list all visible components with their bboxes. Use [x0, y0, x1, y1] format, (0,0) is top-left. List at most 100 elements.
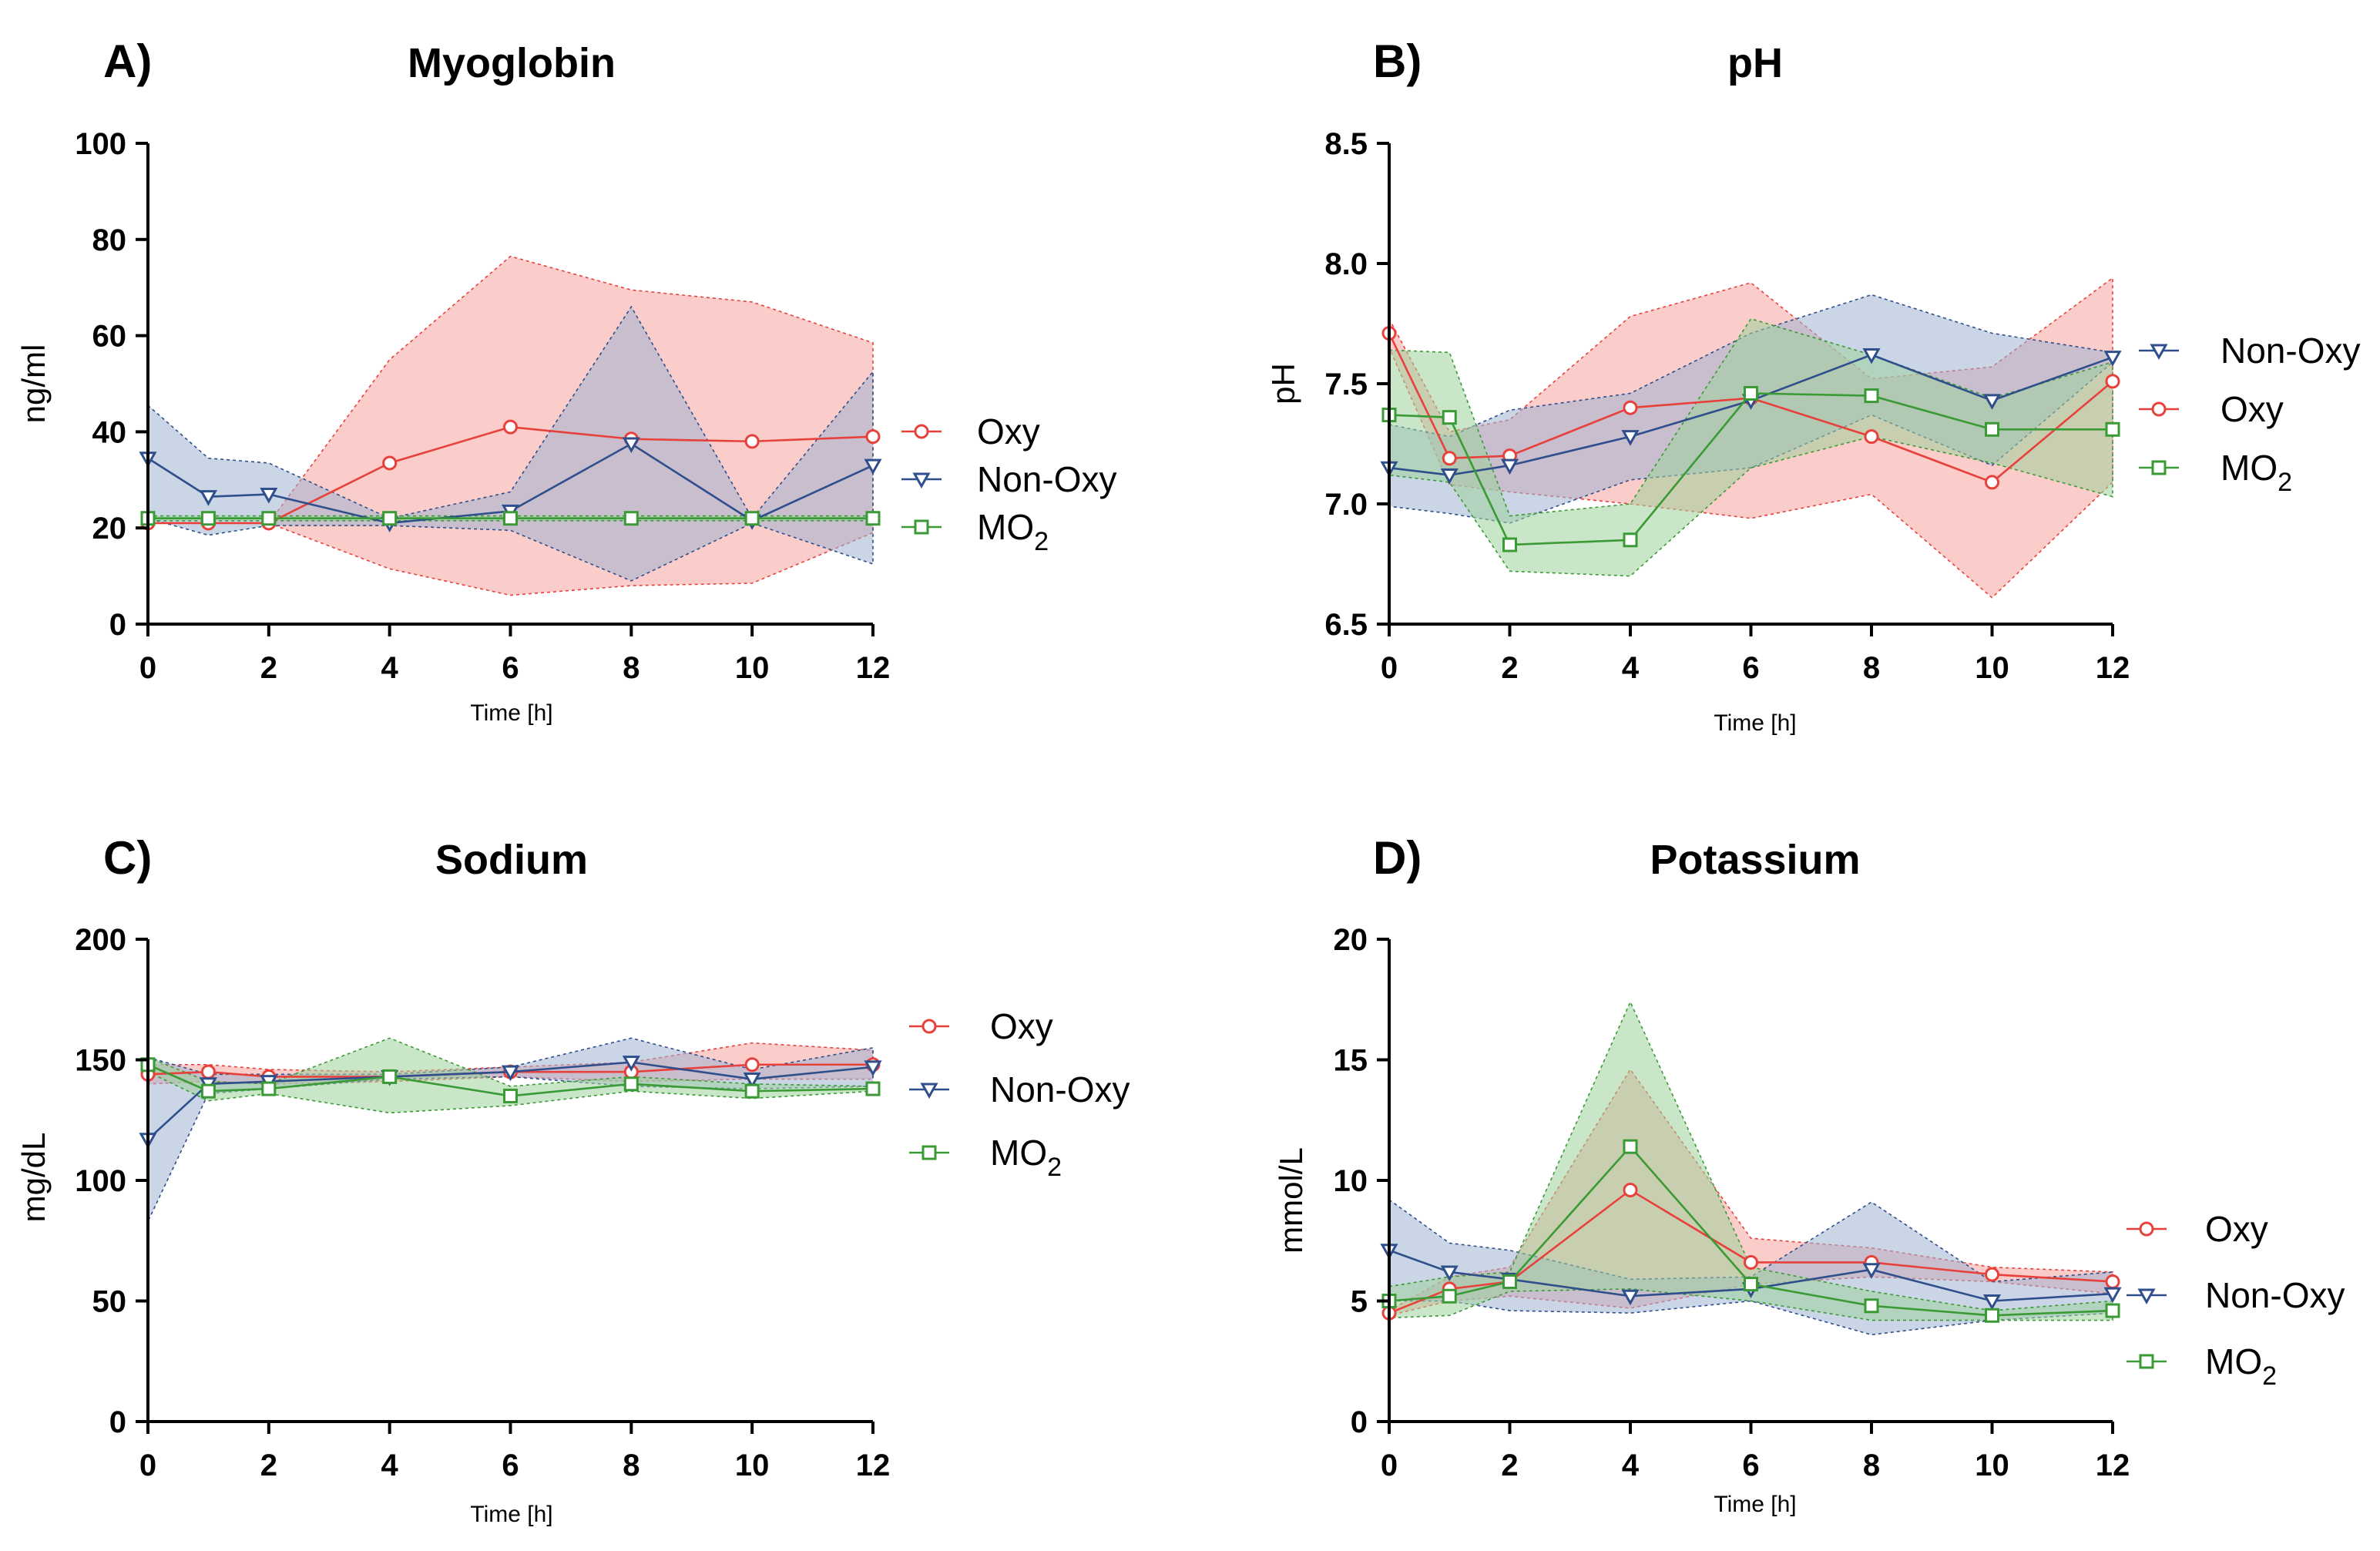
data-point-nonoxy	[1982, 394, 2002, 410]
data-point-mo2	[261, 1081, 277, 1096]
series-line-mo2	[147, 1063, 874, 1097]
series-line-mo2	[1388, 1145, 2113, 1317]
x-tick-label: 10	[735, 1449, 770, 1482]
data-point-oxy	[503, 419, 518, 435]
y-tick-label: 100	[75, 127, 126, 161]
panel-letter: D)	[1373, 832, 1422, 884]
series-line-oxy	[148, 425, 874, 525]
data-point-nonoxy	[199, 490, 217, 506]
data-point-nonoxy	[1440, 1265, 1459, 1281]
x-tick-label: 12	[856, 1449, 891, 1482]
panel-letter: B)	[1373, 35, 1422, 87]
x-tick-label: 8	[623, 651, 639, 685]
data-point-oxy	[200, 1064, 216, 1079]
data-point-mo2	[1623, 532, 1638, 548]
legend-label-mo2: MO2	[2205, 1341, 2277, 1391]
data-point-mo2	[865, 1081, 881, 1096]
legend-marker-oxy	[2139, 1221, 2154, 1237]
y-tick-label: 150	[75, 1044, 126, 1078]
x-tick-label: 8	[1863, 651, 1880, 685]
x-tick-label: 0	[139, 651, 156, 685]
y-tick-label: 10	[1334, 1164, 1368, 1198]
legend-marker-oxy	[2151, 401, 2167, 417]
data-point-mo2	[1502, 1274, 1517, 1289]
data-point-oxy	[744, 434, 760, 449]
data-point-nonoxy	[2103, 351, 2122, 367]
chart-title: pH	[1727, 40, 1783, 86]
legend-marker-mo2	[914, 519, 929, 535]
data-point-mo2	[2105, 1303, 2120, 1318]
legend: Oxy Non-Oxy MO2	[901, 411, 1116, 556]
y-axis-label: mmol/L	[1273, 1147, 1309, 1254]
y-tick-label: 60	[92, 320, 127, 354]
y-axis-label: mg/dL	[15, 1133, 52, 1223]
legend-marker-oxy	[921, 1019, 937, 1034]
data-point-mo2	[1442, 410, 1457, 425]
band-nonoxy	[147, 305, 874, 582]
band-mo2	[1388, 1000, 2113, 1321]
data-point-oxy	[2105, 1274, 2120, 1289]
data-point-oxy	[1442, 451, 1457, 466]
series-line-nonoxy	[147, 1061, 874, 1140]
y-tick-label: 40	[92, 415, 127, 449]
data-point-mo2	[623, 511, 639, 526]
data-point-mo2	[744, 1083, 760, 1099]
y-tick-label: 20	[92, 512, 127, 546]
x-tick-label: 2	[260, 651, 277, 685]
x-tick-label: 12	[2096, 651, 2130, 685]
data-point-nonoxy	[864, 1060, 882, 1076]
legend-label-oxy: Oxy	[977, 411, 1040, 452]
x-tick-label: 4	[1622, 1449, 1640, 1482]
series-line-oxy	[1388, 1188, 2113, 1314]
data-point-nonoxy	[2103, 1287, 2122, 1304]
chart-title: Potassium	[1650, 837, 1860, 883]
data-point-nonoxy	[1982, 1294, 2002, 1311]
legend-marker-nonoxy	[2137, 1288, 2156, 1305]
series-line-oxy	[1388, 332, 2113, 484]
x-tick-label: 2	[1501, 1449, 1518, 1482]
data-point-nonoxy	[1862, 348, 1881, 364]
y-tick-label: 20	[1334, 923, 1368, 957]
data-point-nonoxy	[1862, 1263, 1881, 1279]
y-tick-label: 8.0	[1324, 247, 1368, 281]
x-axis-label: Time [h]	[470, 1502, 552, 1527]
x-tick-label: 12	[856, 651, 891, 685]
y-tick-label: 6.5	[1324, 608, 1368, 642]
series-line-mo2	[1388, 392, 2113, 546]
x-tick-label: 6	[1742, 1449, 1759, 1482]
x-axis-label: Time [h]	[1714, 710, 1796, 736]
data-point-oxy	[865, 429, 881, 445]
x-tick-label: 6	[502, 651, 519, 685]
legend-marker-nonoxy	[912, 472, 931, 489]
data-point-oxy	[1623, 400, 1638, 415]
data-point-mo2	[1623, 1139, 1638, 1154]
band-mo2	[1388, 317, 2113, 577]
legend-label-nonoxy: Non-Oxy	[977, 459, 1116, 499]
legend-marker-mo2	[921, 1145, 937, 1160]
data-point-oxy	[1985, 475, 1999, 490]
y-tick-label: 200	[75, 923, 126, 957]
y-tick-label: 8.5	[1324, 127, 1368, 161]
x-tick-label: 10	[1975, 651, 2009, 685]
legend: Non-Oxy Oxy MO2	[2139, 331, 2360, 497]
chart-title: Myoglobin	[408, 40, 616, 86]
data-point-mo2	[382, 1069, 398, 1084]
data-point-mo2	[382, 511, 398, 526]
y-tick-label: 7.0	[1324, 488, 1368, 522]
x-tick-label: 4	[381, 651, 399, 685]
data-point-nonoxy	[1621, 1289, 1640, 1306]
legend-marker-mo2	[2151, 460, 2167, 475]
data-point-mo2	[1744, 385, 1758, 401]
legend-label-oxy: Oxy	[2205, 1209, 2268, 1249]
data-point-oxy	[382, 455, 398, 471]
series-line-nonoxy	[1388, 354, 2113, 476]
data-point-nonoxy	[1621, 430, 1640, 446]
x-tick-label: 4	[381, 1449, 399, 1482]
data-point-mo2	[1985, 421, 1999, 437]
data-point-mo2	[503, 1088, 518, 1103]
data-point-oxy	[744, 1057, 760, 1073]
data-point-mo2	[503, 511, 518, 526]
data-point-oxy	[1744, 1254, 1758, 1270]
legend-label-mo2: MO2	[2221, 448, 2292, 497]
legend: Oxy Non-Oxy MO2	[2127, 1209, 2345, 1391]
